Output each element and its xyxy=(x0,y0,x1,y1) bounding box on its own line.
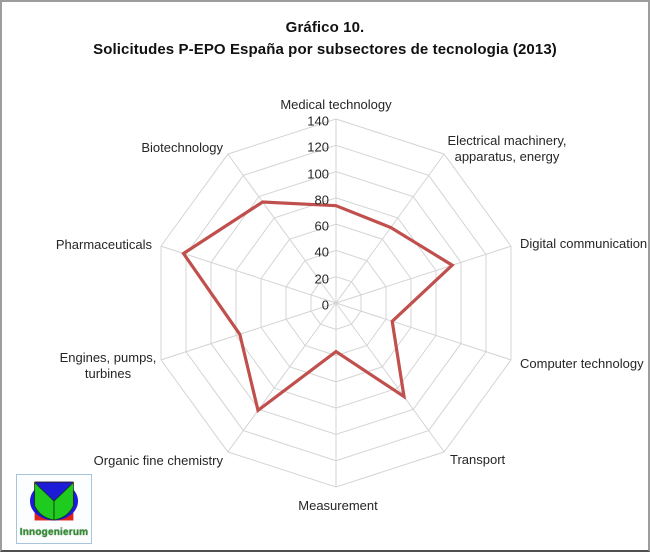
radar-grid-spoke xyxy=(227,153,337,304)
innogenierum-logo: Innogenierum xyxy=(16,474,92,544)
radial-tick-label: 20 xyxy=(314,271,329,287)
category-label-measurement: Measurement xyxy=(298,498,378,513)
radial-tick-label: 0 xyxy=(321,297,329,313)
category-label-organic-fine-chemistry: Organic fine chemistry xyxy=(93,453,223,468)
category-label-electrical-machinery-apparatus-energy: Electrical machinery, apparatus, energy xyxy=(447,133,567,164)
category-label-biotechnology: Biotechnology xyxy=(141,140,223,155)
category-label-digital-communication: Digital communication xyxy=(520,236,648,251)
radar-grid-spoke xyxy=(335,302,512,361)
radial-tick-label: 40 xyxy=(314,244,329,260)
radar-grid-spoke xyxy=(160,245,337,304)
radar-grid-spoke xyxy=(335,302,445,453)
innogenierum-logo-text: Innogenierum xyxy=(19,527,89,538)
radar-series-line xyxy=(181,200,455,414)
chart-title-line1: Gráfico 10. xyxy=(285,19,365,36)
innogenierum-logo-icon xyxy=(30,481,78,521)
radar-grid-spoke xyxy=(160,302,337,361)
category-label-computer-technology: Computer technology xyxy=(520,356,644,371)
category-label-pharmaceuticals: Pharmaceuticals xyxy=(55,237,152,252)
radial-tick-label: 80 xyxy=(314,192,329,208)
category-label-engines-pumps-turbines: Engines, pumps, turbines xyxy=(59,350,157,381)
category-label-transport: Transport xyxy=(450,452,506,467)
radial-tick-label: 60 xyxy=(314,218,329,234)
radial-tick-label: 140 xyxy=(307,113,329,129)
radial-tick-label: 100 xyxy=(307,166,329,182)
chart-title: Gráfico 10. Solicitudes P-EPO España por… xyxy=(2,17,648,61)
radial-tick-label: 120 xyxy=(307,139,329,155)
chart-title-line2: Solicitudes P-EPO España por subsectores… xyxy=(93,41,557,58)
category-label-medical-technology: Medical technology xyxy=(280,97,392,112)
radar-grid-spoke xyxy=(335,245,512,304)
radar-grid-spoke xyxy=(227,302,337,453)
